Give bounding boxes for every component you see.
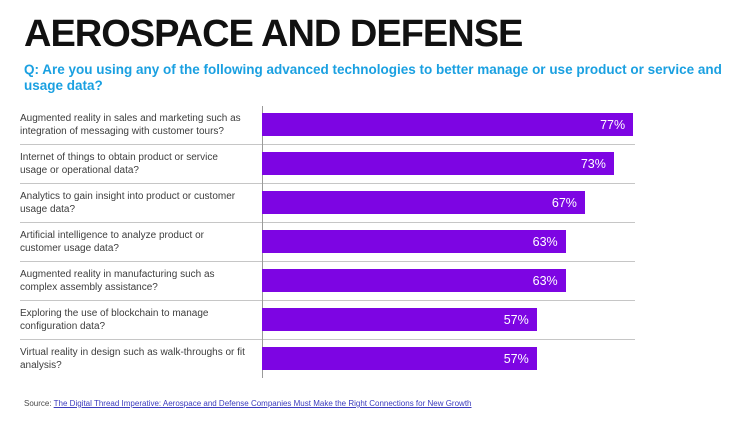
bar-value-label: 67% bbox=[551, 195, 577, 210]
bar-value-label: 77% bbox=[600, 117, 626, 132]
source-line: Source: The Digital Thread Imperative: A… bbox=[24, 399, 750, 408]
chart-row: Artificial intelligence to analyze produ… bbox=[20, 223, 635, 262]
bar-cell: 63% bbox=[262, 230, 635, 254]
chart-row: Augmented reality in manufacturing such … bbox=[20, 262, 635, 301]
category-label: Virtual reality in design such as walk-t… bbox=[20, 346, 245, 371]
category-label: Artificial intelligence to analyze produ… bbox=[20, 229, 204, 254]
bar-cell: 57% bbox=[262, 347, 635, 371]
bar: 63% bbox=[262, 269, 566, 293]
bar-cell: 67% bbox=[262, 191, 635, 215]
bar-cell: 63% bbox=[262, 269, 635, 293]
chart-row: Virtual reality in design such as walk-t… bbox=[20, 340, 635, 378]
bar-cell: 77% bbox=[262, 113, 635, 137]
source-prefix: Source: bbox=[24, 398, 52, 408]
bar-value-label: 73% bbox=[580, 156, 606, 171]
category-label: Augmented reality in sales and marketing… bbox=[20, 112, 241, 137]
chart-row: Exploring the use of blockchain to manag… bbox=[20, 301, 635, 340]
bar: 67% bbox=[262, 191, 585, 215]
bar: 57% bbox=[262, 308, 537, 332]
category-label: Augmented reality in manufacturing such … bbox=[20, 268, 215, 293]
bar: 57% bbox=[262, 347, 537, 371]
bar: 63% bbox=[262, 230, 566, 254]
bar: 73% bbox=[262, 152, 614, 176]
page-title: AEROSPACE AND DEFENSE bbox=[24, 13, 523, 55]
category-label: Analytics to gain insight into product o… bbox=[20, 190, 236, 215]
source-link[interactable]: The Digital Thread Imperative: Aerospace… bbox=[53, 398, 472, 408]
chart-row: Internet of things to obtain product or … bbox=[20, 145, 635, 184]
bar-value-label: 63% bbox=[532, 234, 558, 249]
chart-row: Analytics to gain insight into product o… bbox=[20, 184, 635, 223]
bar-value-label: 63% bbox=[532, 273, 558, 288]
bar-chart: Augmented reality in sales and marketing… bbox=[20, 105, 635, 378]
survey-question: Q: Are you using any of the following ad… bbox=[24, 62, 722, 93]
category-label: Exploring the use of blockchain to manag… bbox=[20, 307, 209, 332]
category-label: Internet of things to obtain product or … bbox=[20, 151, 218, 176]
bar: 77% bbox=[262, 113, 634, 137]
bar-cell: 73% bbox=[262, 152, 635, 176]
bar-cell: 57% bbox=[262, 308, 635, 332]
bar-value-label: 57% bbox=[503, 351, 529, 366]
bar-value-label: 57% bbox=[503, 312, 529, 327]
chart-row: Augmented reality in sales and marketing… bbox=[20, 106, 635, 145]
